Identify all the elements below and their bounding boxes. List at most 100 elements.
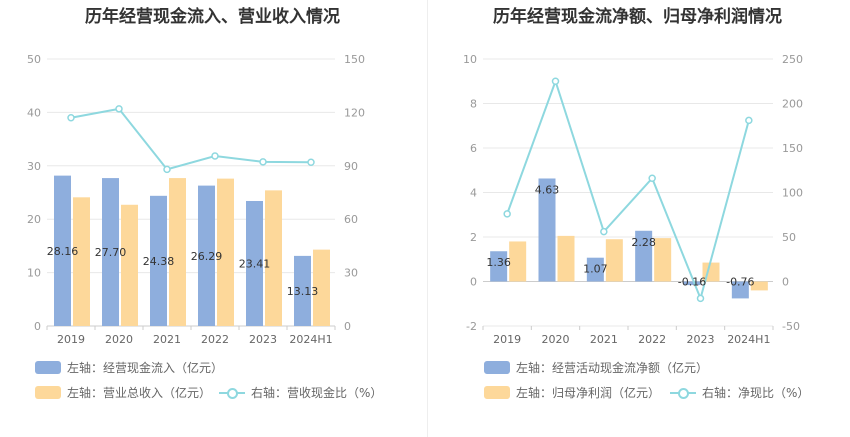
bar-series2	[750, 281, 768, 291]
left-legend-bar2[interactable]: 左轴：营业总收入（亿元）	[35, 384, 211, 401]
right-legend-bar2[interactable]: 左轴：归母净利润（亿元）	[484, 384, 660, 401]
x-axis-label: 2023	[249, 333, 277, 346]
left-legend-line-label: 右轴：营收现金比（%）	[251, 386, 383, 400]
bar-series1	[635, 230, 653, 282]
left-legend-bar2-label: 左轴：营业总收入（亿元）	[67, 386, 212, 400]
bar-series1	[54, 175, 71, 326]
bar-series2	[169, 178, 186, 326]
right-axis-tick: 30	[344, 267, 358, 280]
x-axis-label: 2024H1	[289, 333, 332, 346]
legend-swatch-blue	[35, 361, 61, 374]
right-axis-tick: 50	[782, 231, 796, 244]
bar-series1	[731, 281, 749, 299]
line-point	[745, 116, 753, 125]
bar-series2	[654, 238, 672, 282]
legend-swatch-yellow	[35, 386, 61, 399]
bar-data-label: 4.63	[535, 183, 560, 196]
left-axis-tick: 8	[470, 98, 477, 111]
right-legend-bar1[interactable]: 左轴：经营活动现金流净额（亿元）	[484, 359, 708, 376]
right-axis-tick: 60	[344, 213, 358, 226]
left-axis-tick: 0	[34, 320, 41, 333]
line-series	[70, 107, 312, 171]
right-legend-line[interactable]: 右轴：净现比（%）	[670, 384, 809, 401]
right-axis-tick: 150	[782, 142, 803, 155]
left-legend-line[interactable]: 右轴：营收现金比（%）	[219, 384, 382, 401]
bar-data-label: 23.41	[239, 257, 271, 270]
x-axis-label: 2020	[542, 333, 570, 346]
bar-series2	[265, 190, 282, 326]
bar-data-label: 26.29	[191, 250, 223, 263]
bar-series1	[198, 185, 215, 326]
bar-series1	[586, 257, 604, 282]
bar-series1	[294, 255, 311, 326]
bar-data-label: 27.70	[95, 246, 127, 259]
bar-series2	[217, 178, 234, 326]
line-point	[696, 294, 705, 303]
left-axis-tick: 6	[470, 142, 477, 155]
right-chart-title: 历年经营现金流净额、归母净利润情况	[493, 7, 782, 27]
right-axis-tick: 200	[782, 98, 803, 111]
line-point	[67, 113, 75, 122]
bar-series2	[605, 239, 623, 282]
x-axis-label: 2019	[493, 333, 521, 346]
left-axis-tick: 0	[470, 276, 477, 289]
right-axis-tick: 0	[344, 320, 351, 333]
x-axis-label: 2024H1	[727, 333, 770, 346]
x-axis-label: 2020	[105, 333, 133, 346]
left-axis-tick: 4	[470, 187, 477, 200]
legend-swatch-blue	[484, 361, 510, 374]
left-chart-title: 历年经营现金流入、营业收入情况	[85, 7, 340, 27]
bar-data-label: 2.28	[631, 236, 656, 249]
bar-series2	[557, 235, 575, 282]
legend-line-icon	[670, 386, 696, 399]
bar-series1	[490, 251, 508, 282]
line-point	[600, 227, 608, 236]
bar-series1	[150, 195, 167, 326]
bar-data-label: -0.16	[678, 276, 706, 289]
right-axis-tick: 100	[782, 187, 803, 200]
right-legend-line-label: 右轴：净现比（%）	[702, 386, 810, 400]
x-axis-label: 2021	[153, 333, 181, 346]
right-axis-tick: -50	[782, 320, 800, 333]
line-point	[551, 77, 560, 85]
bar-data-label: 1.36	[486, 256, 511, 269]
line-series	[506, 78, 750, 302]
left-axis-tick: 10	[27, 267, 41, 280]
left-axis-tick: 20	[27, 213, 41, 226]
line-point	[648, 174, 656, 183]
left-legend-bar1[interactable]: 左轴：经营现金流入（亿元）	[35, 359, 223, 376]
bar-series1	[683, 281, 701, 286]
left-axis-tick: 40	[27, 106, 41, 119]
right-legend-bar2-label: 左轴：归母净利润（亿元）	[516, 386, 661, 400]
line-point	[259, 158, 267, 166]
legend-line-icon	[219, 386, 245, 399]
bar-series2	[121, 204, 138, 326]
line-point	[115, 105, 123, 113]
line-point	[211, 152, 219, 160]
right-axis-tick: 250	[782, 53, 803, 66]
left-axis-tick: 10	[463, 53, 477, 66]
bar-data-label: 1.07	[583, 263, 608, 276]
right-axis-tick: 120	[344, 106, 365, 119]
bar-series1	[102, 178, 119, 326]
line-point	[503, 210, 511, 218]
bar-series1	[538, 178, 556, 282]
bar-series2	[73, 197, 90, 326]
panel-divider	[427, 0, 428, 437]
x-axis-label: 2022	[201, 333, 229, 346]
x-axis-label: 2022	[638, 333, 666, 346]
bar-data-label: -0.76	[726, 276, 754, 289]
bar-series2	[313, 249, 330, 326]
right-axis-tick: 0	[782, 276, 789, 289]
right-legend-bar1-label: 左轴：经营活动现金流净额（亿元）	[516, 361, 709, 375]
legend-swatch-yellow	[484, 386, 510, 399]
bar-series1	[246, 200, 263, 326]
bar-series2	[509, 241, 527, 282]
bar-data-label: 24.38	[143, 255, 175, 268]
left-axis-tick: 30	[27, 160, 41, 173]
x-axis-label: 2023	[687, 333, 715, 346]
line-point	[307, 158, 315, 166]
left-legend-bar1-label: 左轴：经营现金流入（亿元）	[67, 361, 224, 375]
bar-data-label: 28.16	[47, 245, 79, 258]
